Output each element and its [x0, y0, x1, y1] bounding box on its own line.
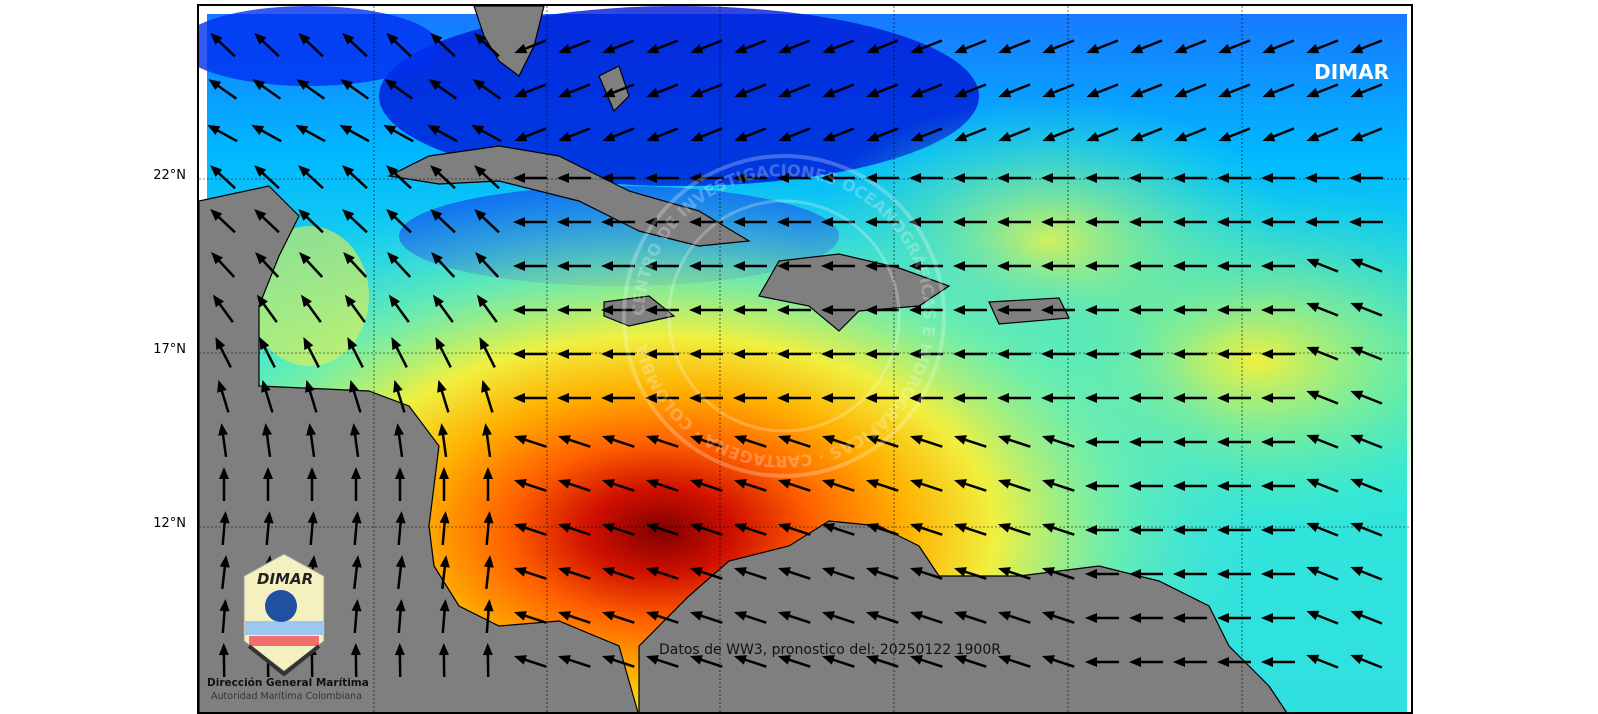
brand-label: DIMAR: [1314, 60, 1389, 84]
map-canvas: CENTRO DE INVESTIGACIONES OCEANOGRÁFICAS…: [199, 6, 1413, 714]
lat-label-12n: 12°N: [153, 516, 186, 531]
forecast-credit: Datos de WW3, pronostico del: 20250122 1…: [659, 642, 1001, 658]
dimar-shield-icon: DIMAR: [199, 546, 369, 676]
svg-text:DIMAR: DIMAR: [257, 570, 313, 588]
lat-label-17n: 17°N: [153, 342, 186, 357]
wave-forecast-map: CENTRO DE INVESTIGACIONES OCEANOGRÁFICAS…: [197, 4, 1413, 714]
dimar-logo: DIMAR Dirección General Marítima Autorid…: [199, 546, 369, 714]
logo-name: Dirección General Marítima: [207, 677, 369, 689]
lat-label-22n: 22°N: [153, 168, 186, 183]
logo-subtitle: Autoridad Marítima Colombiana: [211, 691, 362, 702]
